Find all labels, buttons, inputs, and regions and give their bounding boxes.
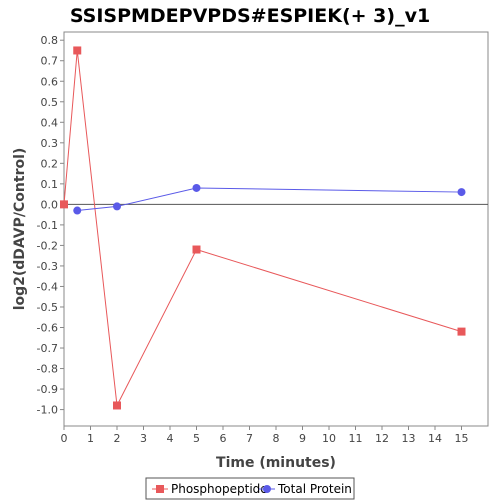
series-total-protein (73, 183, 466, 215)
x-tick-label: 4 (167, 432, 174, 445)
y-tick-label: -0.1 (37, 219, 58, 232)
x-tick-label: 5 (193, 432, 200, 445)
legend-item: Total Protein (259, 482, 352, 496)
y-tick-label: -0.9 (37, 383, 58, 396)
data-point (113, 202, 121, 211)
x-tick-label: 8 (273, 432, 280, 445)
data-point (457, 188, 466, 197)
y-tick-label: -0.2 (37, 239, 58, 252)
x-tick-label: 3 (140, 432, 147, 445)
y-tick-label: 0.5 (41, 96, 59, 109)
y-tick-label: 0.7 (41, 55, 59, 68)
y-tick-label: 0.4 (41, 116, 59, 129)
x-axis-label: Time (minutes) (216, 455, 336, 471)
y-tick-label: 0.3 (41, 137, 59, 150)
y-tick-label: -0.4 (37, 280, 58, 293)
x-tick-label: 0 (61, 432, 68, 445)
plot-area (63, 31, 489, 427)
x-axis: 0 1 2 3 4 5 6 7 8 9 10 11 12 13 14 15 (61, 426, 469, 445)
chart-title: SSISPMDEPVPDS#ESPIEK(+ 3)_v1 (70, 5, 430, 27)
x-tick-label: 15 (455, 432, 469, 445)
legend-label: Total Protein (277, 482, 352, 496)
data-point (60, 200, 68, 209)
y-tick-label: 0.8 (41, 34, 59, 47)
y-tick-label: 0.6 (41, 75, 59, 88)
y-tick-label: 0.1 (41, 178, 59, 191)
legend-label: Phosphopeptide (171, 482, 268, 496)
series-phosphopeptide (60, 46, 466, 410)
y-tick-label: -0.6 (37, 322, 58, 335)
y-tick-label: -1.0 (37, 404, 58, 417)
x-tick-label: 9 (299, 432, 306, 445)
series-layer (60, 46, 466, 410)
y-axis: -1.0 -0.9 -0.8 -0.7 -0.6 -0.5 -0.4 -0.3 -0.2 -0.1… (37, 34, 64, 417)
x-tick-label: 6 (220, 432, 227, 445)
x-tick-label: 10 (322, 432, 336, 445)
legend-item: Phosphopeptide (152, 482, 268, 496)
legend-box (145, 477, 355, 500)
y-tick-label: -0.7 (37, 342, 58, 355)
data-point (73, 206, 82, 215)
y-tick-label: -0.5 (37, 301, 58, 314)
data-point (73, 46, 82, 55)
y-tick-label: 0.2 (41, 157, 59, 170)
x-tick-label: 1 (87, 432, 94, 445)
legend-marker (156, 485, 164, 493)
legend: Phosphopeptide Total Protein (145, 477, 355, 500)
y-tick-label: 0.0 (41, 198, 59, 211)
data-point (192, 183, 201, 192)
x-tick-label: 13 (402, 432, 416, 445)
legend-marker (263, 485, 271, 493)
x-tick-label: 7 (246, 432, 253, 445)
x-tick-label: 14 (428, 432, 442, 445)
y-axis-label: log2(dDAVP/Control) (12, 148, 28, 311)
x-tick-label: 2 (114, 432, 121, 445)
data-point (113, 401, 121, 410)
y-tick-label: -0.8 (37, 363, 58, 376)
series-line (77, 187, 462, 212)
y-tick-label: -0.3 (37, 260, 58, 273)
x-tick-label: 12 (375, 432, 389, 445)
x-tick-label: 11 (349, 432, 363, 445)
data-point (457, 327, 466, 336)
data-point (192, 245, 201, 254)
